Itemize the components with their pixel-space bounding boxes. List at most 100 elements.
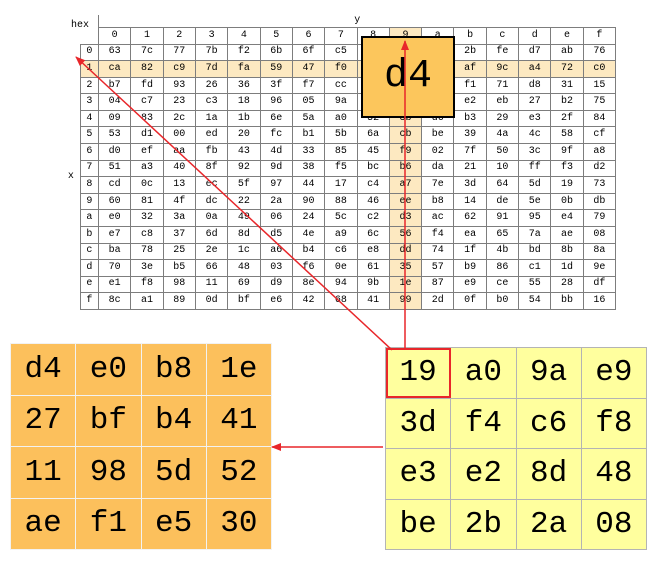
sbox-cell: 7a [518, 225, 552, 244]
sbox-cell: 86 [485, 259, 520, 277]
sbox-cell: 84 [582, 109, 617, 128]
sbox-cell: 08 [582, 225, 617, 244]
sbox-cell: a9 [324, 225, 358, 244]
sbox-cell: 60 [97, 192, 132, 211]
sbox-cell: 2a [259, 192, 293, 211]
sbox-cell: b5 [162, 259, 196, 277]
sbox-cell: 14 [453, 192, 487, 211]
sbox-cell: a0 [324, 109, 358, 128]
sbox-cell: 4a [485, 126, 520, 145]
sbox-cell: 56 [388, 225, 423, 244]
y-axis-label: y [98, 15, 616, 28]
sbox-cell: 1d [550, 259, 584, 277]
sbox-cell: 74 [421, 242, 455, 261]
sbox-cell: 89 [162, 292, 196, 310]
sbox-cell: 83 [130, 109, 164, 128]
sbox-cell: 11 [194, 275, 229, 294]
input-state-cell: e3 [384, 448, 452, 500]
output-state-cell: b8 [140, 343, 207, 396]
output-state-row: d4 e0 b8 1e [9, 343, 273, 396]
output-state-cell: 5d [140, 446, 207, 499]
sbox-row: b e7 c8 37 6d 8d d5 4e a9 6c 56 f4 ea 65 7a ae 08 [62, 225, 617, 244]
sbox-cell: d9 [259, 275, 293, 294]
sbox-cell: 2e [194, 242, 229, 261]
sbox-cell: b7 [97, 76, 132, 95]
sbox-cell: ed [194, 126, 229, 145]
sbox-cell: 32 [130, 209, 164, 227]
sbox-cell: 92 [227, 159, 261, 178]
sbox-cell: 6b [259, 43, 293, 62]
output-state-cell: d4 [9, 343, 77, 396]
input-state-cell: 19 [384, 347, 452, 399]
sbox-cell: e3 [518, 109, 552, 128]
sbox-row: a e0 32 3a 0a 49 06 24 5c c2 d3 ac 62 91 95 e4 79 [62, 209, 617, 227]
sbox-cell: 78 [130, 242, 164, 261]
output-state-cell: 30 [205, 497, 273, 550]
row-header-e: e [79, 275, 100, 294]
sbox-cell: 0d [194, 292, 229, 310]
sbox-cell: d2 [582, 159, 617, 178]
sbox-cell: cc [324, 76, 358, 95]
sbox-row: 304c723c31896059a071280e2eb27b275 [62, 93, 617, 111]
sbox-cell: c3 [194, 93, 229, 111]
sbox-cell: 1a [194, 109, 229, 128]
sbox-cell: d8 [518, 76, 552, 95]
col-header-f: f [582, 27, 617, 45]
input-state-cell: f4 [450, 397, 517, 449]
row-header-2: 2 [79, 76, 100, 95]
sbox-cell: bb [550, 292, 584, 310]
sbox-cell: a6 [259, 242, 293, 261]
sbox-cell: 02 [421, 143, 455, 161]
sbox-cell: 98 [162, 275, 196, 294]
sbox-cell: aa [162, 143, 196, 161]
row-header-3: 3 [79, 93, 100, 111]
row-header-a: a [79, 209, 100, 227]
sbox-cell: ba [97, 242, 132, 261]
sbox-cell: f6 [291, 259, 326, 277]
sbox-row: 5 53 d1 00 ed 20 fc b1 5b 6a cb be 39 4a 4c 58 cf [62, 126, 617, 145]
sbox-cell: 28 [550, 275, 584, 294]
sbox-cell: 0e [324, 259, 358, 277]
sbox-cell: 23 [162, 93, 196, 111]
input-state-cell: c6 [515, 397, 582, 449]
output-state-row: ae f1 e5 30 [9, 497, 273, 550]
sbox-cell: eb [485, 93, 520, 111]
sbox-cell: 20 [227, 126, 261, 145]
sbox-cell: ab [550, 43, 584, 62]
input-state-cell: e2 [450, 448, 517, 500]
sbox-cell: 72 [550, 60, 584, 78]
sbox-table: hexy0123456789abcdefx0637c777bf26b6fc530… [62, 15, 617, 310]
sbox-cell: 58 [550, 126, 584, 145]
sbox-cell: 6a [356, 126, 390, 145]
sbox-cell: 3c [518, 143, 552, 161]
sbox-cell: 26 [194, 76, 229, 95]
sbox-cell: 9f [550, 143, 584, 161]
col-header-0: 0 [97, 27, 132, 45]
sbox-cell: 39 [453, 126, 487, 145]
sbox-cell: 96 [259, 93, 293, 111]
sbox-cell: 62 [453, 209, 487, 227]
sbox-cell: 49 [227, 209, 261, 227]
sbox-cell: 45 [356, 143, 390, 161]
sbox-cell: 81 [130, 192, 164, 211]
sbox-cell: e0 [97, 209, 132, 227]
sbox-cell: d0 [97, 143, 132, 161]
col-header-2: 2 [162, 27, 196, 45]
sbox-cell: bc [356, 159, 390, 178]
sbox-cell: f9 [388, 143, 423, 161]
input-state-cell: f8 [580, 397, 648, 449]
sbox-row: 8 cd 0c 13 ec 5f 97 44 17 c4 a7 7e 3d 64 5d 19 73 [62, 176, 617, 194]
col-header-b: b [453, 27, 487, 45]
sbox-cell: 64 [485, 176, 520, 194]
sbox-cell: c0 [582, 60, 617, 78]
sbox-cell: f3 [550, 159, 584, 178]
input-state-cell: 3d [384, 397, 452, 449]
input-state-cell: be [384, 498, 452, 550]
row-header-4: 4 [79, 109, 100, 128]
col-header-7: 7 [324, 27, 358, 45]
output-state-cell: ae [9, 497, 77, 550]
sbox-cell: ae [550, 225, 584, 244]
sbox-cell: 55 [518, 275, 552, 294]
sbox-cell: b6 [388, 159, 423, 178]
sbox-cell: 59 [259, 60, 293, 78]
